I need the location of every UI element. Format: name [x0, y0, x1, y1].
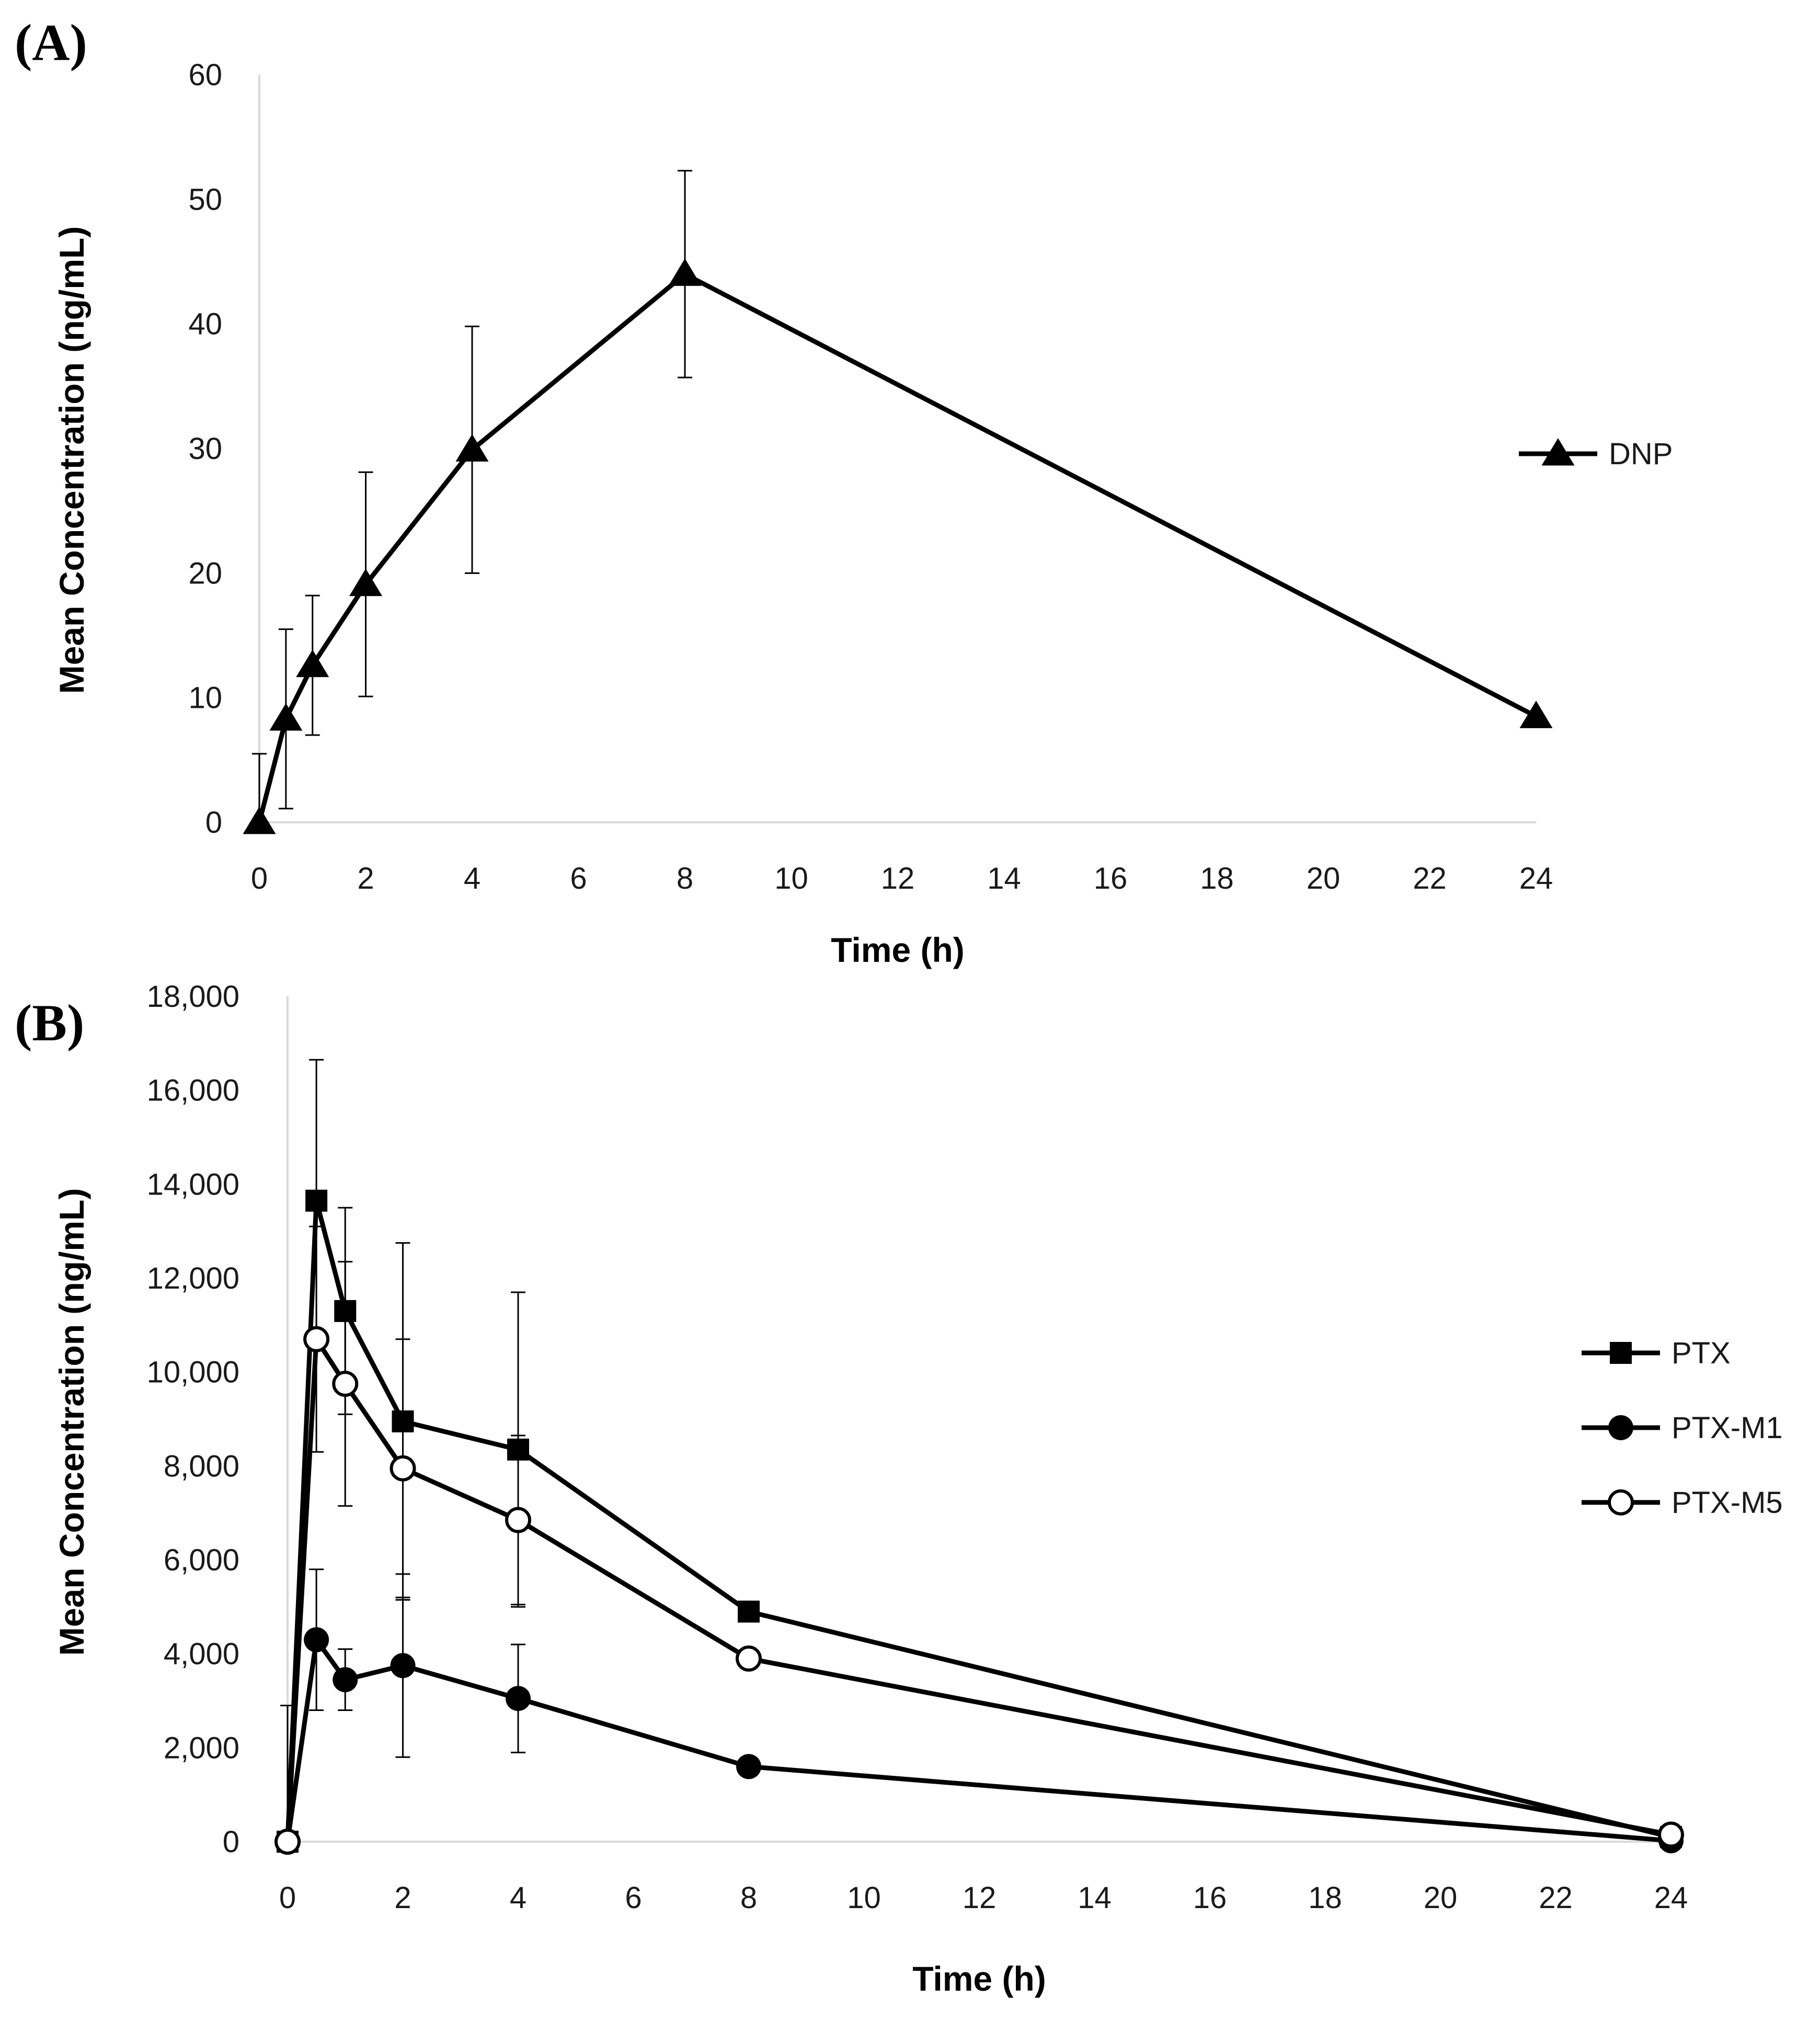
- y-tick-label: 0: [223, 1825, 239, 1859]
- legend-label: PTX-M1: [1672, 1411, 1783, 1445]
- y-tick-label: 40: [188, 307, 222, 341]
- data-point: [736, 1645, 762, 1672]
- x-tick-label: 0: [251, 862, 268, 895]
- x-axis-title: Time (h): [912, 1959, 1046, 1998]
- x-tick-label: 18: [1200, 862, 1234, 895]
- series-line: [257, 271, 1538, 823]
- data-point: [668, 258, 702, 286]
- data-point: [738, 1600, 760, 1623]
- panel-label: (B): [15, 994, 84, 1052]
- y-tick-label: 18,000: [147, 980, 239, 1014]
- series-dnp: [243, 170, 1553, 834]
- data-point: [506, 1686, 531, 1712]
- x-tick-label: 16: [1094, 862, 1128, 895]
- legend-entry: DNP: [1519, 437, 1673, 471]
- x-tick-label: 20: [1307, 862, 1341, 895]
- y-tick-label: 6,000: [164, 1543, 239, 1577]
- x-tick-label: 24: [1519, 862, 1553, 895]
- y-tick-label: 16,000: [147, 1074, 239, 1108]
- legend-entry: PTX-M1: [1582, 1411, 1783, 1445]
- x-tick-label: 6: [570, 862, 587, 895]
- x-tick-label: 8: [740, 1881, 757, 1915]
- data-point: [303, 1326, 330, 1352]
- x-tick-label: 4: [510, 1881, 526, 1915]
- series-ptx-m1: [275, 1568, 1684, 1854]
- series-ptx: [277, 1059, 1682, 1853]
- legend-label: DNP: [1609, 437, 1673, 471]
- data-point: [243, 807, 276, 834]
- data-point: [1658, 1821, 1684, 1848]
- y-tick-label: 0: [205, 806, 222, 840]
- x-tick-label: 14: [987, 862, 1021, 895]
- x-tick-label: 10: [847, 1881, 881, 1915]
- legend-label: PTX-M5: [1672, 1486, 1783, 1520]
- data-point: [332, 1371, 359, 1397]
- x-tick-label: 20: [1424, 1881, 1458, 1915]
- data-point: [390, 1653, 416, 1679]
- legend-entry: PTX-M5: [1582, 1486, 1783, 1520]
- data-point: [333, 1667, 358, 1693]
- y-tick-label: 12,000: [147, 1261, 239, 1295]
- data-point: [736, 1754, 761, 1779]
- data-point: [304, 1627, 329, 1652]
- series-line: [285, 1337, 1672, 1842]
- series-line: [285, 1198, 1672, 1842]
- legend-marker: [1541, 438, 1575, 466]
- y-tick-label: 60: [188, 58, 222, 92]
- x-tick-label: 10: [774, 862, 808, 895]
- y-tick-label: 4,000: [164, 1637, 239, 1671]
- data-point: [305, 1189, 328, 1212]
- legend-entry: PTX: [1582, 1336, 1731, 1370]
- legend-marker: [1608, 1415, 1633, 1440]
- y-tick-label: 2,000: [164, 1731, 239, 1765]
- data-point: [455, 434, 489, 462]
- data-point: [390, 1455, 416, 1482]
- series-ptx-m5: [274, 1225, 1684, 1855]
- data-point: [349, 568, 382, 596]
- x-axis-title: Time (h): [831, 931, 964, 969]
- data-point: [274, 1829, 301, 1855]
- y-tick-label: 20: [188, 556, 222, 590]
- y-axis-title: Mean Concentration (ng/mL): [52, 1188, 91, 1656]
- x-tick-label: 14: [1078, 1881, 1112, 1915]
- legend-label: PTX: [1672, 1336, 1731, 1370]
- x-tick-label: 22: [1539, 1881, 1573, 1915]
- x-tick-label: 16: [1193, 1881, 1227, 1915]
- y-tick-label: 50: [188, 182, 222, 216]
- data-point: [269, 703, 303, 731]
- data-point: [296, 649, 329, 678]
- x-tick-label: 2: [357, 862, 374, 895]
- y-axis-title: Mean Concentration (ng/mL): [52, 226, 91, 694]
- x-tick-label: 0: [279, 1881, 296, 1915]
- y-tick-label: 10: [188, 681, 222, 715]
- x-tick-label: 12: [963, 1881, 997, 1915]
- x-tick-label: 24: [1654, 1881, 1688, 1915]
- x-tick-label: 18: [1308, 1881, 1342, 1915]
- y-tick-label: 14,000: [147, 1167, 239, 1201]
- x-tick-label: 6: [625, 1881, 642, 1915]
- x-tick-label: 22: [1413, 862, 1447, 895]
- y-tick-label: 8,000: [164, 1449, 239, 1483]
- x-tick-label: 8: [677, 862, 693, 895]
- x-tick-label: 12: [881, 862, 915, 895]
- x-tick-label: 2: [394, 1881, 411, 1915]
- panel-label: (A): [15, 14, 87, 72]
- data-point: [1519, 701, 1553, 728]
- legend-marker: [1610, 1342, 1632, 1364]
- x-tick-label: 4: [464, 862, 480, 895]
- legend-marker: [1608, 1489, 1634, 1515]
- data-point: [505, 1507, 531, 1533]
- y-tick-label: 10,000: [147, 1356, 239, 1390]
- panel-b-chart: 0 2,000 4,000 6,000 8,000 10,000 12,000 14,000 1…: [15, 980, 1783, 1998]
- y-tick-label: 30: [188, 432, 222, 466]
